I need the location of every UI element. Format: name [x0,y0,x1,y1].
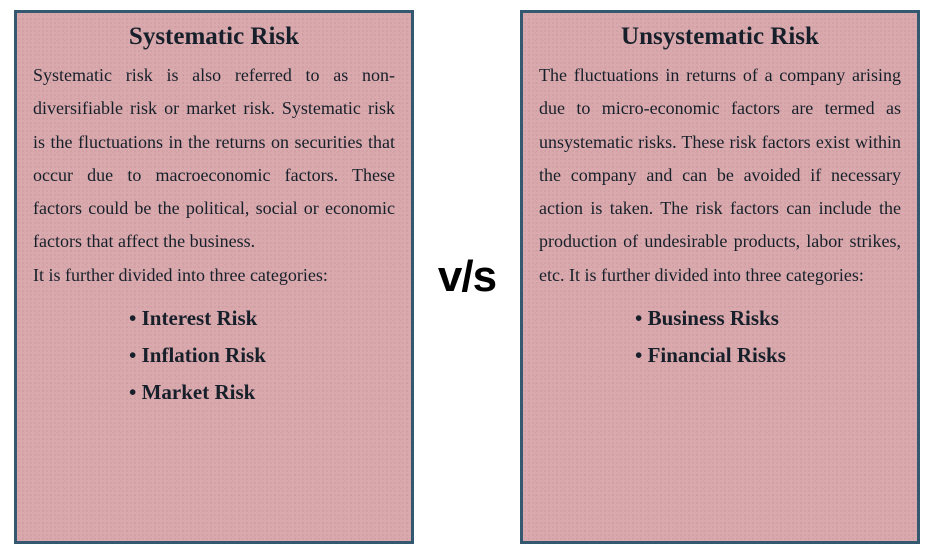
left-bullet: Inflation Risk [33,337,395,374]
right-body: The fluctuations in returns of a company… [539,59,901,292]
right-bullets: Business Risks Financial Risks [539,300,901,374]
left-bullet: Market Risk [33,374,395,411]
right-bullet: Financial Risks [539,337,901,374]
versus-separator: v/s [438,252,496,302]
right-panel: Unsystematic Risk The fluctuations in re… [520,10,920,544]
left-panel: Systematic Risk Systematic risk is also … [14,10,414,544]
left-body: Systematic risk is also referred to as n… [33,59,395,292]
left-title: Systematic Risk [33,23,395,51]
left-bullets: Interest Risk Inflation Risk Market Risk [33,300,395,410]
right-title: Unsystematic Risk [539,23,901,51]
comparison-container: Systematic Risk Systematic risk is also … [0,0,934,554]
left-bullet: Interest Risk [33,300,395,337]
right-bullet: Business Risks [539,300,901,337]
